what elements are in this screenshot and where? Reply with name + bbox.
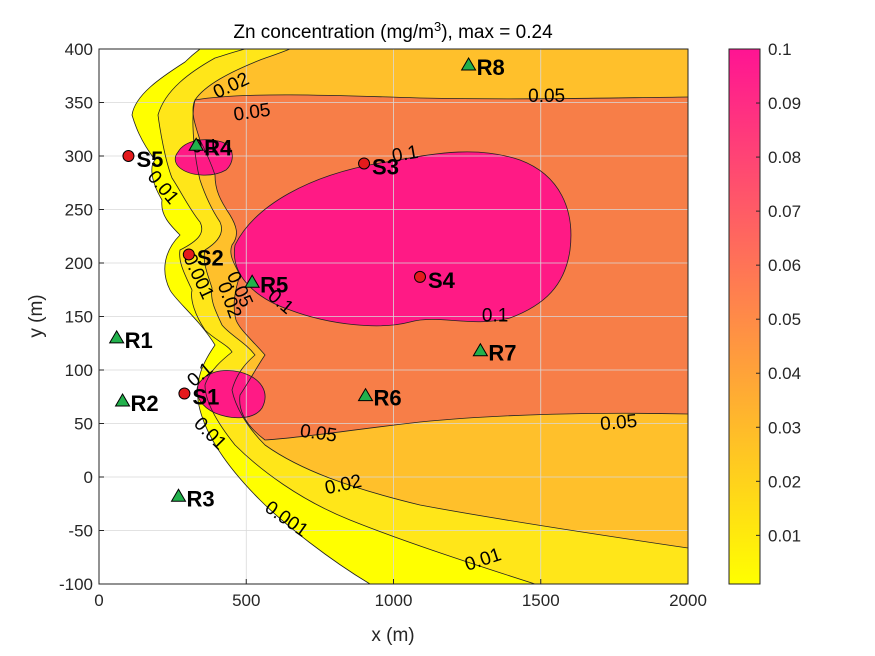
y-tick-label: -50 (68, 522, 93, 541)
source-label-s4: S4 (428, 268, 456, 293)
x-tick-label: 1500 (522, 591, 560, 610)
source-marker-s4 (414, 270, 427, 283)
colorbar-tick-label: 0.05 (768, 310, 801, 329)
colorbar-tick-label: 0.01 (768, 526, 801, 545)
x-tick-label: 0 (94, 591, 103, 610)
contour-line-0-01 (157, 49, 536, 584)
receptor-label-r2: R2 (131, 391, 159, 416)
contour-line-0-05 (192, 94, 688, 441)
y-tick-label: 50 (74, 415, 93, 434)
x-tick-label: 1000 (375, 591, 413, 610)
colorbar (728, 48, 761, 585)
receptor-label-r6: R6 (374, 386, 402, 411)
contour-label: 0.05 (232, 100, 272, 126)
y-tick-label: 350 (65, 94, 93, 113)
contour-label: 0.05 (299, 421, 339, 447)
colorbar-tick-label: 0.1 (768, 40, 792, 59)
y-tick-label: 250 (65, 201, 93, 220)
y-tick-label: 100 (65, 361, 93, 380)
colorbar-tick-label: 0.07 (768, 202, 801, 221)
receptor-label-r3: R3 (187, 486, 215, 511)
contour-line-0-02 (192, 49, 688, 549)
contour-line-group (131, 49, 688, 584)
source-marker-s5 (122, 150, 135, 162)
y-tick-label: 0 (84, 468, 93, 487)
contour-label: 0.05 (528, 86, 565, 107)
y-tick-label: -100 (59, 575, 93, 594)
receptor-marker-r7 (472, 342, 489, 357)
contour-line-0-001 (131, 49, 371, 584)
receptor-marker-r6 (357, 387, 374, 402)
colorbar-tick-label: 0.03 (768, 418, 801, 437)
contour-line-0-1-upper (174, 139, 233, 176)
colorbar-axis: 0.01 0.02 0.03 0.04 0.05 0.06 0.07 0.08 0.09 0.1 (756, 40, 801, 545)
receptor-marker-r3 (170, 488, 187, 502)
x-axis-label: x (m) (371, 625, 414, 646)
chart-title: Zn concentration (mg/m3), max = 0.24 (233, 19, 553, 43)
receptor-marker-r1 (108, 329, 125, 344)
colorbar-tick-label: 0.04 (768, 364, 801, 383)
source-marker-s3 (358, 157, 371, 170)
contour-label: 0.1 (482, 306, 508, 327)
colorbar-tick-label: 0.02 (768, 472, 801, 491)
source-label-s5: S5 (136, 147, 163, 172)
x-axis: 0 500 1000 1500 2000 (94, 579, 707, 610)
colorbar-tick-label: 0.08 (768, 148, 801, 167)
y-axis: -100 -50 0 50 100 150 200 250 300 350 400 (59, 40, 104, 594)
receptor-label-r8: R8 (477, 55, 505, 80)
source-label-s3: S3 (372, 154, 399, 179)
marker-group: R1 R2 R3 R4 R5 R6 R7 R8 S1 S2 S3 S4 S5 (108, 55, 517, 511)
colorbar-tick-label: 0.09 (768, 94, 801, 113)
source-label-s2: S2 (197, 245, 224, 270)
y-tick-label: 400 (65, 40, 93, 59)
y-tick-label: 150 (65, 308, 93, 327)
y-tick-label: 300 (65, 147, 93, 166)
receptor-label-r1: R1 (125, 328, 153, 353)
receptor-label-r7: R7 (488, 341, 516, 366)
receptor-label-r5: R5 (260, 272, 288, 297)
colorbar-tick-label: 0.06 (768, 256, 801, 275)
contour-label: 0.1 (390, 142, 420, 167)
receptor-marker-r8 (460, 57, 477, 71)
x-tick-label: 500 (232, 591, 260, 610)
receptor-label-r4: R4 (204, 135, 233, 160)
x-tick-label: 2000 (669, 591, 707, 610)
receptor-marker-r5 (244, 274, 261, 288)
contour-line-0-1-main (233, 151, 572, 327)
receptor-marker-r4 (188, 137, 205, 151)
contour-line-0-1-lower (196, 370, 266, 419)
fill-level-0-1-upper (175, 139, 233, 176)
source-marker-s1 (178, 387, 191, 400)
y-tick-label: 200 (65, 254, 93, 273)
receptor-marker-r2 (114, 393, 131, 407)
source-label-s1: S1 (192, 385, 219, 410)
contour-label: 0.05 (599, 411, 638, 435)
y-axis-label: y (m) (26, 294, 47, 337)
fill-level-0-1-main (234, 151, 571, 326)
source-marker-s2 (182, 248, 195, 261)
